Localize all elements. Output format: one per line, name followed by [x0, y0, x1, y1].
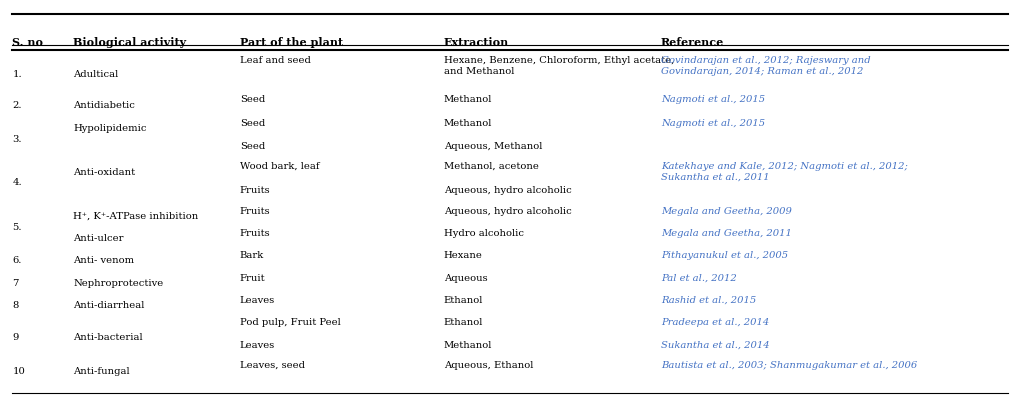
Text: Katekhaye and Kale, 2012; Nagmoti et al., 2012;
Sukantha et al., 2011: Katekhaye and Kale, 2012; Nagmoti et al.… — [660, 162, 907, 181]
Text: Biological activity: Biological activity — [73, 36, 186, 47]
Text: Ethanol: Ethanol — [443, 318, 483, 326]
Text: Seed: Seed — [239, 141, 265, 150]
Text: Pod pulp, Fruit Peel: Pod pulp, Fruit Peel — [239, 318, 340, 326]
Text: Part of the plant: Part of the plant — [239, 36, 342, 47]
Text: 1.: 1. — [12, 69, 21, 79]
Text: 6.: 6. — [12, 256, 21, 265]
Text: Nagmoti et al., 2015: Nagmoti et al., 2015 — [660, 95, 764, 104]
Text: 2.: 2. — [12, 101, 21, 110]
Text: Fruits: Fruits — [239, 185, 270, 194]
Text: 7: 7 — [12, 278, 18, 287]
Text: Megala and Geetha, 2009: Megala and Geetha, 2009 — [660, 206, 791, 215]
Text: Methanol: Methanol — [443, 340, 491, 349]
Text: Leaves: Leaves — [239, 295, 275, 304]
Text: Ethanol: Ethanol — [443, 295, 483, 304]
Text: Aqueous: Aqueous — [443, 273, 487, 282]
Text: Leaves: Leaves — [239, 340, 275, 349]
Text: 3.: 3. — [12, 134, 21, 143]
Text: Wood bark, leaf: Wood bark, leaf — [239, 162, 319, 171]
Text: Leaf and seed: Leaf and seed — [239, 56, 310, 65]
Text: Extraction: Extraction — [443, 36, 508, 47]
Text: Methanol, acetone: Methanol, acetone — [443, 162, 538, 171]
Text: Aqueous, hydro alcoholic: Aqueous, hydro alcoholic — [443, 206, 571, 215]
Text: Leaves, seed: Leaves, seed — [239, 360, 305, 369]
Text: Nagmoti et al., 2015: Nagmoti et al., 2015 — [660, 119, 764, 128]
Text: Hypolipidemic: Hypolipidemic — [73, 124, 147, 133]
Text: Hexane, Benzene, Chloroform, Ethyl acetate,
and Methanol: Hexane, Benzene, Chloroform, Ethyl aceta… — [443, 56, 674, 76]
Text: Aqueous, Methanol: Aqueous, Methanol — [443, 141, 541, 150]
Text: Govindarajan et al., 2012; Rajeswary and
Govindarajan, 2014; Raman et al., 2012: Govindarajan et al., 2012; Rajeswary and… — [660, 56, 870, 76]
Text: 10: 10 — [12, 366, 25, 375]
Text: Rashid et al., 2015: Rashid et al., 2015 — [660, 295, 755, 304]
Text: Pal et al., 2012: Pal et al., 2012 — [660, 273, 736, 282]
Text: 5.: 5. — [12, 222, 21, 231]
Text: Aqueous, Ethanol: Aqueous, Ethanol — [443, 360, 533, 369]
Text: Adultical: Adultical — [73, 69, 118, 79]
Text: Pithayanukul et al., 2005: Pithayanukul et al., 2005 — [660, 251, 788, 260]
Text: Anti-bacterial: Anti-bacterial — [73, 333, 143, 342]
Text: Fruits: Fruits — [239, 228, 270, 237]
Text: Fruits: Fruits — [239, 206, 270, 215]
Text: Hydro alcoholic: Hydro alcoholic — [443, 228, 523, 237]
Text: S. no: S. no — [12, 36, 43, 47]
Text: Bautista et al., 2003; Shanmugakumar et al., 2006: Bautista et al., 2003; Shanmugakumar et … — [660, 360, 916, 369]
Text: 4.: 4. — [12, 178, 21, 187]
Text: Methanol: Methanol — [443, 119, 491, 128]
Text: Anti-diarrheal: Anti-diarrheal — [73, 300, 145, 309]
Text: Aqueous, hydro alcoholic: Aqueous, hydro alcoholic — [443, 185, 571, 194]
Text: Sukantha et al., 2014: Sukantha et al., 2014 — [660, 340, 768, 349]
Text: Nephroprotective: Nephroprotective — [73, 278, 163, 287]
Text: Pradeepa et al., 2014: Pradeepa et al., 2014 — [660, 318, 768, 326]
Text: Anti-ulcer: Anti-ulcer — [73, 233, 124, 243]
Text: Megala and Geetha, 2011: Megala and Geetha, 2011 — [660, 228, 791, 237]
Text: Anti- venom: Anti- venom — [73, 256, 135, 265]
Text: Antidiabetic: Antidiabetic — [73, 101, 136, 110]
Text: Bark: Bark — [239, 251, 264, 260]
Text: 9: 9 — [12, 333, 18, 342]
Text: Anti-oxidant: Anti-oxidant — [73, 167, 136, 176]
Text: Fruit: Fruit — [239, 273, 265, 282]
Text: Seed: Seed — [239, 119, 265, 128]
Text: Reference: Reference — [660, 36, 723, 47]
Text: Hexane: Hexane — [443, 251, 482, 260]
Text: 8: 8 — [12, 300, 18, 309]
Text: Seed: Seed — [239, 95, 265, 104]
Text: Anti-fungal: Anti-fungal — [73, 366, 130, 375]
Text: H⁺, K⁺-ATPase inhibition: H⁺, K⁺-ATPase inhibition — [73, 211, 199, 220]
Text: Methanol: Methanol — [443, 95, 491, 104]
